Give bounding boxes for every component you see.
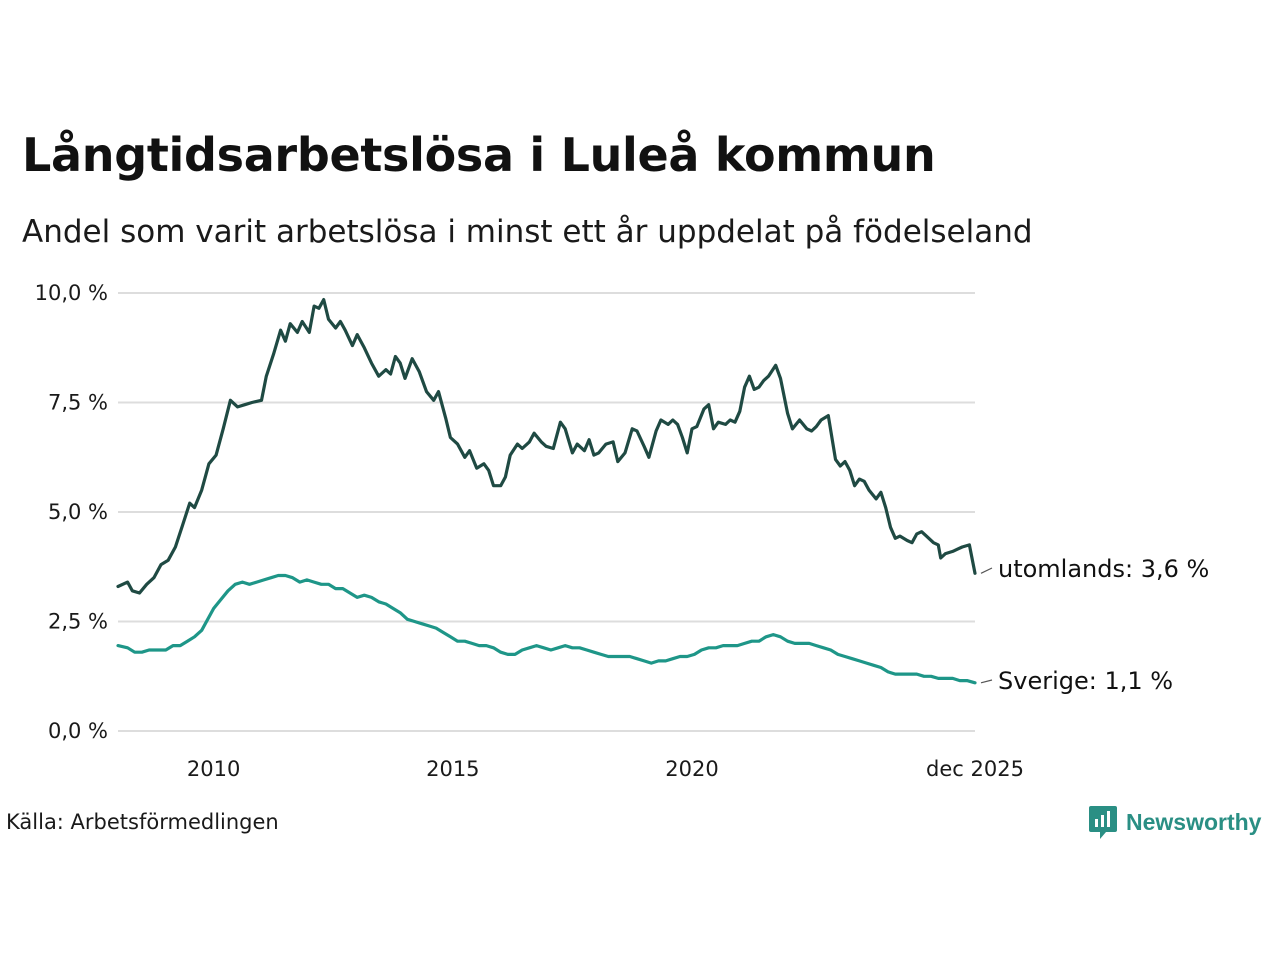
x-tick-label: 2010 — [187, 757, 240, 781]
chart-subtitle: Andel som varit arbetslösa i minst ett å… — [22, 214, 1033, 250]
y-tick-label: 0,0 % — [48, 719, 108, 743]
series-line-utomlands — [116, 298, 977, 595]
end-label-sverige: Sverige: 1,1 % — [998, 667, 1173, 695]
y-tick-label: 5,0 % — [48, 500, 108, 524]
y-tick-label: 2,5 % — [48, 610, 108, 634]
x-tick-label: dec 2025 — [926, 757, 1024, 781]
end-label-connector — [980, 567, 993, 574]
end-label-utomlands: utomlands: 3,6 % — [998, 555, 1209, 583]
x-tick-label: 2020 — [665, 757, 718, 781]
newsworthy-logo-text: Newsworthy — [1126, 808, 1262, 835]
y-tick-label: 7,5 % — [48, 391, 108, 415]
newsworthy-logo-icon — [1089, 806, 1117, 839]
end-label-connector — [980, 679, 993, 684]
series-line-sverige — [116, 573, 977, 685]
source-note: Källa: Arbetsförmedlingen — [6, 810, 279, 834]
chart-title: Långtidsarbetslösa i Luleå kommun — [22, 128, 936, 182]
x-tick-label: 2015 — [426, 757, 479, 781]
newsworthy-logo[interactable]: Newsworthy — [1088, 804, 1261, 840]
y-tick-label: 10,0 % — [35, 281, 108, 305]
